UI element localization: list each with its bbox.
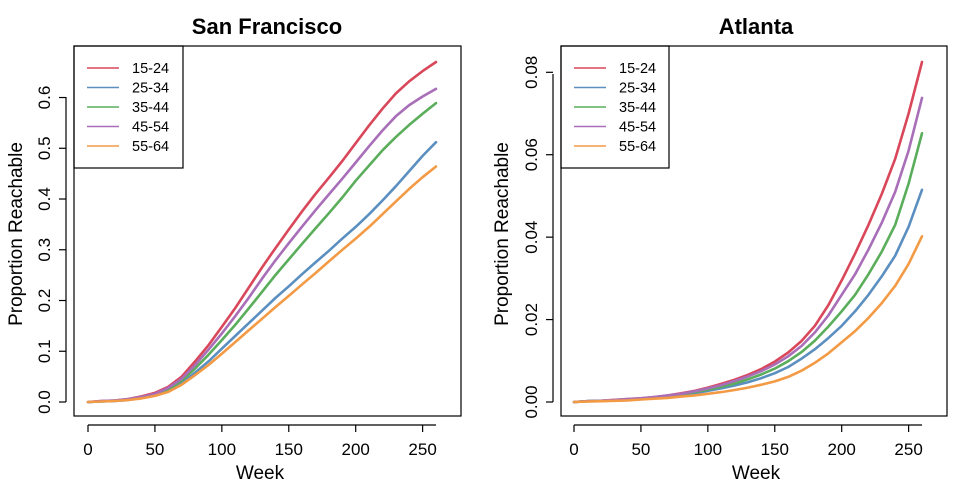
legend-label: 35-44	[619, 100, 656, 116]
legend-label: 25-34	[619, 81, 656, 97]
x-tick-label: 100	[208, 440, 236, 459]
legend: 15-24 25-34 35-44 45-54 55-64	[560, 45, 670, 169]
y-tick-label: 0.06	[522, 138, 541, 171]
plot-frame	[73, 45, 462, 417]
series-lines	[86, 60, 438, 404]
y-tick-label: 0.02	[522, 303, 541, 336]
x-tick-label: 200	[342, 440, 370, 459]
x-tick-label: 0	[569, 440, 578, 459]
legend-items: 15-24 25-34 35-44 45-54 55-64	[87, 61, 169, 155]
x-tick-label: 100	[694, 440, 722, 459]
legend-label: 35-44	[132, 100, 169, 116]
x-tick-label: 0	[83, 440, 92, 459]
legend-box	[560, 45, 670, 169]
plot-frame	[560, 45, 948, 417]
legend-items: 15-24 25-34 35-44 45-54 55-64	[574, 61, 656, 155]
x-tick-label: 250	[894, 440, 922, 459]
y-axis-label: Proportion Reachable	[492, 142, 513, 326]
x-tick-label: 150	[761, 440, 789, 459]
chart-panel-san-francisco: San Francisco 0 50 100 150 200 250 0.00.10.20…	[6, 14, 462, 484]
chart-title: San Francisco	[192, 14, 342, 39]
chart-title: Atlanta	[719, 14, 794, 39]
legend-label: 45-54	[132, 120, 169, 136]
legend-box	[73, 45, 184, 169]
y-tick-label: 0.08	[522, 56, 541, 89]
legend-label: 55-64	[619, 139, 656, 155]
legend-label: 15-24	[132, 61, 169, 77]
series-line-45-54	[86, 87, 438, 404]
chart-panel-atlanta: Atlanta 0 50 100 150 200 250 0.00 0.02 0.04 0.06…	[492, 14, 948, 484]
x-tick-label: 50	[631, 440, 650, 459]
y-tick-label: 0.04	[522, 221, 541, 254]
x-axis-label: Week	[236, 463, 285, 484]
x-tick-label: 200	[828, 440, 856, 459]
y-tick-label: 0.2	[35, 289, 54, 313]
y-axis-label: Proportion Reachable	[6, 142, 27, 326]
legend-label: 15-24	[619, 61, 656, 77]
y-tick-label: 0.3	[35, 238, 54, 262]
x-tick-label: 50	[145, 440, 164, 459]
series-line-35-44	[572, 132, 924, 404]
y-tick-label: 0.1	[35, 339, 54, 363]
x-axis-label: Week	[732, 463, 781, 484]
x-tick-label: 250	[408, 440, 436, 459]
series-line-25-34	[86, 140, 438, 404]
legend-label: 25-34	[132, 81, 169, 97]
series-line-55-64	[86, 165, 438, 404]
y-tick-label: 0.0	[35, 390, 54, 414]
legend-label: 55-64	[132, 139, 169, 155]
y-ticks: 0.00 0.02 0.04 0.06 0.08	[522, 56, 553, 419]
y-tick-label: 0.00	[522, 385, 541, 418]
x-ticks: 0 50 100 150 200 250	[83, 425, 437, 459]
x-ticks: 0 50 100 150 200 250	[569, 425, 923, 459]
x-tick-label: 150	[275, 440, 303, 459]
series-line-55-64	[572, 235, 924, 404]
y-ticks: 0.0 0.1 0.2 0.3 0.4 0.5 0.6	[35, 86, 66, 414]
legend-label: 45-54	[619, 120, 656, 136]
series-lines	[572, 60, 924, 404]
y-tick-label: 0.6	[35, 86, 54, 110]
legend: 15-24 25-34 35-44 45-54 55-64	[73, 45, 184, 169]
y-tick-label: 0.5	[35, 136, 54, 160]
y-tick-label: 0.4	[35, 187, 54, 211]
